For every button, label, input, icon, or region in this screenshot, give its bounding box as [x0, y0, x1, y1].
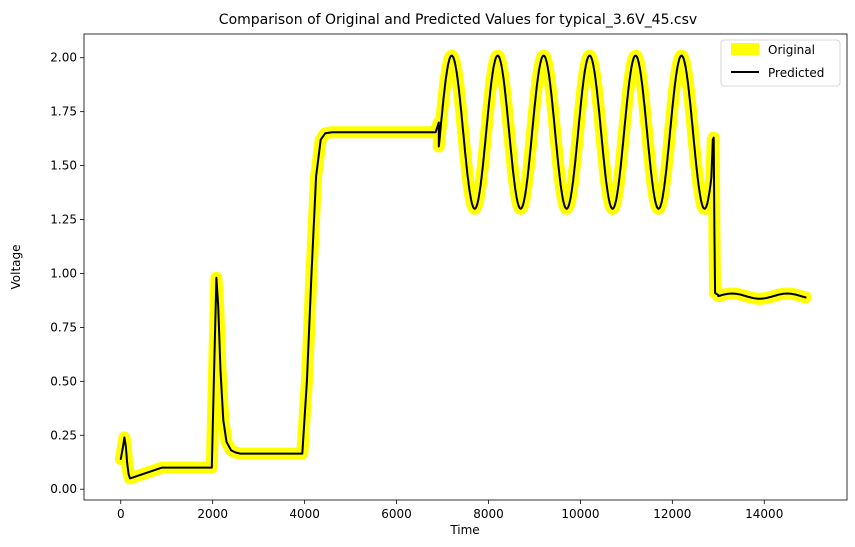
x-tick-label: 14000 — [745, 507, 783, 521]
y-tick-label: 0.50 — [50, 374, 77, 388]
x-tick-label: 0 — [117, 507, 125, 521]
x-axis-label: Time — [449, 523, 479, 537]
y-tick-label: 1.00 — [50, 266, 77, 280]
y-tick-label: 0.75 — [50, 320, 77, 334]
y-tick-label: 0.00 — [50, 482, 77, 496]
y-tick-label: 1.50 — [50, 159, 77, 173]
legend-label-original: Original — [768, 43, 815, 57]
y-tick-label: 1.75 — [50, 105, 77, 119]
x-tick-label: 10000 — [561, 507, 599, 521]
plot-content — [114, 49, 812, 485]
legend: Original Predicted — [720, 39, 841, 87]
x-tick-label: 4000 — [289, 507, 320, 521]
x-tick-label: 6000 — [381, 507, 412, 521]
y-axis-label: Voltage — [9, 244, 23, 289]
y-tick-label: 1.25 — [50, 213, 77, 227]
x-tick-label: 12000 — [653, 507, 691, 521]
chart-title: Comparison of Original and Predicted Val… — [219, 12, 697, 28]
series-line-predicted — [119, 54, 807, 480]
y-tick-label: 2.00 — [50, 51, 77, 65]
y-tick-label: 0.25 — [50, 428, 77, 442]
plot-frame — [83, 33, 848, 501]
x-tick-label: 2000 — [197, 507, 228, 521]
axis-ticks: 0 2000 4000 6000 8000 10000 12000 14000 0.00 0.25… — [50, 51, 783, 521]
x-tick-label: 8000 — [473, 507, 504, 521]
legend-label-predicted: Predicted — [768, 66, 824, 80]
